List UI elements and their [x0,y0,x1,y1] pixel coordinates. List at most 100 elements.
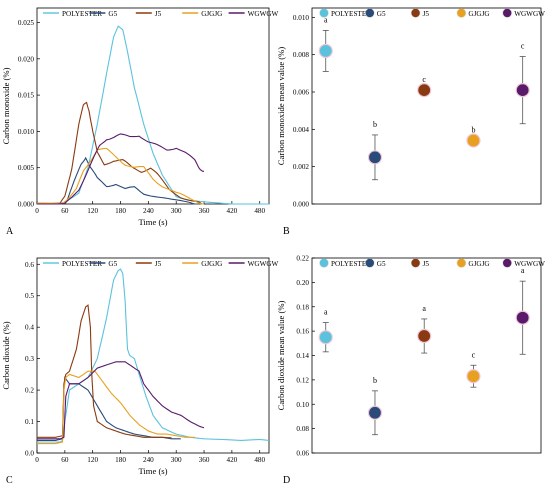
y-tick-label: 0.2 [25,387,34,395]
point-wgwgw [515,310,530,325]
panel-B: 0.000 0.002 0.004 0.006 0.008 0.010 Carbon mon… [276,7,545,237]
x-tick-label: 0 [35,456,39,464]
series-line-polyester [37,25,269,205]
significance-letter: a [422,304,426,313]
x-tick-label: 300 [171,456,182,464]
legend-swatch [502,258,513,268]
x-tick-label: 60 [61,207,69,215]
legend-label: GJGJG [468,260,489,268]
legend-label: GJGJG [201,260,222,268]
legend-label: G5 [377,10,386,18]
legend-label: G5 [377,260,386,268]
panel-C: 0.0 0.1 0.2 0.3 0.4 0.5 0.6 0 60 120 180 240 300 360 4… [1,257,279,486]
x-axis-title: Time (s) [138,217,167,227]
y-tick-label: 0.1 [25,418,34,426]
legend-swatch [364,258,375,268]
y-tick-label: 0.010 [18,128,35,136]
point-g5 [367,150,383,165]
significance-letter: b [471,126,475,135]
point-gjgjg [466,133,481,148]
y-tick-label: 0.08 [296,425,309,433]
y-tick-label: 0.004 [293,126,310,134]
legend-label: POLYESTER [62,260,102,268]
panel-letter: A [6,226,14,237]
x-tick-label: 480 [254,456,265,464]
y-axis-title: Carbon monoxide (%) [1,67,11,144]
legend-label: G5 [108,10,117,18]
y-tick-label: 0.5 [25,292,34,300]
significance-letter: c [422,75,426,84]
series-line-wgwgw [37,133,204,205]
y-tick-label: 0.005 [18,164,35,172]
y-tick-label: 0.14 [296,352,309,360]
x-tick-label: 360 [199,456,210,464]
y-tick-label: 0.006 [293,89,310,97]
significance-letter: a [324,308,328,317]
series-line-gjgjg [37,370,195,445]
x-tick-label: 0 [35,207,39,215]
significance-letter: a [521,266,525,275]
x-tick-label: 420 [226,207,237,215]
series-line-j5 [37,304,172,439]
y-tick-label: 0.010 [293,14,310,22]
plot-frame-B [311,7,542,205]
y-tick-label: 0.20 [296,279,309,287]
significance-letter: a [324,15,328,24]
series-line-j5 [37,101,203,205]
legend-label: WGWGW [248,260,279,268]
panel-D: 0.06 0.08 0.10 0.12 0.14 0.16 0.18 0.20 0.22 Carb… [276,255,545,487]
series-line-g5 [37,375,181,441]
point-polyester [318,43,333,59]
x-tick-label: 420 [226,456,237,464]
y-tick-label: 0.002 [293,163,310,171]
y-tick-label: 0.000 [18,201,35,209]
point-wgwgw [515,83,530,98]
y-tick-label: 0.025 [18,19,35,27]
y-tick-label: 0.3 [25,355,34,363]
y-tick-label: 0.4 [25,324,34,332]
y-axis-title: Carbon dioxide (%) [1,321,11,389]
legend-swatch [319,8,329,18]
point-j5 [417,328,432,344]
y-tick-label: 0.000 [293,201,310,209]
plot-frame-A [36,7,270,205]
legend-label: WGWGW [248,10,279,18]
panel-letter: D [283,475,290,486]
x-tick-label: 120 [87,456,98,464]
series-line-wgwgw [37,361,205,440]
significance-letter: c [521,42,525,51]
legend-swatch [456,258,467,268]
legend-label: GJGJG [468,10,489,18]
x-tick-label: 360 [199,207,210,215]
series-line-g5 [36,156,200,205]
y-tick-label: 0.10 [296,401,309,409]
legend-label: J5 [155,260,162,268]
y-tick-label: 0.18 [296,303,309,311]
legend-label: POLYESTER [62,10,102,18]
y-tick-label: 0.16 [296,328,309,336]
x-tick-label: 300 [171,207,182,215]
y-tick-label: 0.12 [296,376,309,384]
legend-label: WGWGW [514,10,545,18]
legend-label: POLYESTER [331,260,371,268]
y-axis-title: Carbon monoxide mean value (%) [276,47,286,166]
legend-label: J5 [423,10,430,18]
legend-label: POLYESTER [331,10,371,18]
x-tick-label: 180 [115,207,126,215]
y-tick-label: 0.22 [296,255,309,263]
significance-letter: c [472,350,476,359]
y-axis-title: Carbon dioxide mean value (%) [276,300,286,410]
point-j5 [417,83,432,98]
x-axis-title: Time (s) [138,466,167,476]
y-tick-label: 0.06 [296,450,309,458]
x-tick-label: 60 [61,456,69,464]
legend-label: G5 [108,260,117,268]
significance-letter: b [373,120,377,129]
point-polyester [318,330,333,345]
y-tick-label: 0.020 [18,55,35,63]
y-tick-label: 0.008 [293,51,310,59]
legend-swatch [502,8,513,18]
panel-letter: C [6,475,13,486]
legend-label: WGWGW [514,260,545,268]
